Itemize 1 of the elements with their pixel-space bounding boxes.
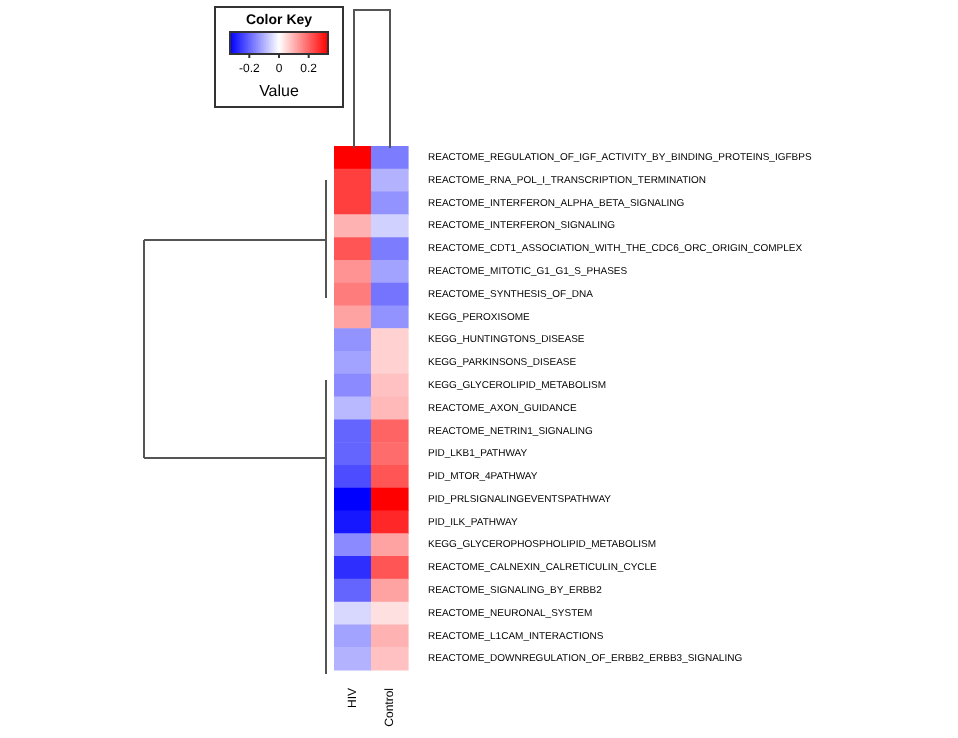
color-bar-title: Value <box>259 82 300 100</box>
